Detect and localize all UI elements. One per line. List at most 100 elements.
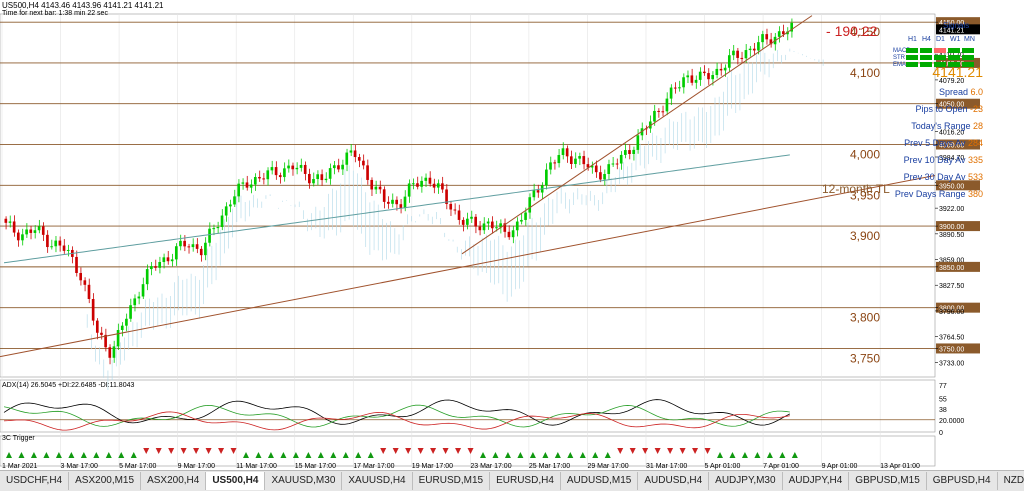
- chart-tab[interactable]: ASX200,H4: [141, 472, 207, 490]
- chart-tab[interactable]: NZDUSD,M15: [998, 472, 1024, 490]
- chart-tab[interactable]: AUDUSD,M15: [561, 472, 639, 490]
- chart-tab[interactable]: GBPUSD,M15: [849, 472, 927, 490]
- candle-body: [382, 189, 386, 202]
- signal-cell: [920, 55, 932, 60]
- candle-body: [237, 183, 240, 197]
- chart-tab[interactable]: AUDJPY,M30: [709, 472, 783, 490]
- candle-body: [782, 31, 785, 35]
- x-tick-label: 9 Apr 01:00: [822, 463, 858, 470]
- adx-line: [3, 399, 791, 426]
- trigger-arrow: [579, 452, 586, 458]
- candle-body: [615, 163, 619, 165]
- chart-tab[interactable]: ASX200,M15: [69, 472, 142, 490]
- candle-body: [391, 199, 394, 204]
- chart-tab[interactable]: EURUSD,H4: [490, 472, 561, 490]
- trigger-arrow: [529, 452, 536, 458]
- candle-body: [628, 150, 631, 155]
- candle-body: [166, 257, 170, 262]
- trigger-arrow: [43, 452, 50, 458]
- y-tick-label: 3750.00: [939, 346, 964, 353]
- signal-timeframe-label: D1: [936, 36, 945, 43]
- candle-body: [470, 216, 473, 219]
- candle-body: [445, 189, 448, 204]
- candle-body: [761, 34, 764, 43]
- chart-tab[interactable]: AUDUSD,H4: [638, 472, 710, 490]
- signal-cell: [906, 48, 918, 53]
- trigger-arrow: [480, 452, 486, 458]
- x-tick-label: 11 Mar 17:00: [236, 463, 277, 470]
- info-line: Prev 5 Days Av 284: [904, 138, 983, 148]
- trigger-arrow: [629, 448, 636, 454]
- trigger-arrow: [692, 448, 699, 454]
- trigger-arrow: [654, 448, 661, 454]
- candle-body: [312, 179, 315, 184]
- chart-tab[interactable]: USDCHF,H4: [0, 472, 70, 490]
- trigger-arrow: [317, 452, 324, 458]
- candle-body: [740, 57, 744, 59]
- trigger-arrow: [93, 452, 100, 458]
- candle-body: [403, 196, 407, 209]
- trigger-arrow: [255, 452, 262, 458]
- candle-body: [673, 87, 677, 89]
- candle-body: [303, 164, 307, 174]
- trigger-arrow: [30, 452, 37, 458]
- candle-body: [262, 178, 265, 180]
- current-price-tag-label: 4141.21: [939, 27, 964, 34]
- candle-body: [594, 165, 598, 173]
- candle-body: [528, 197, 532, 213]
- signal-cell: [962, 62, 974, 67]
- trigger-arrow: [55, 452, 62, 458]
- candle-body: [75, 256, 78, 273]
- signal-cell: [934, 48, 946, 53]
- candle-body: [727, 55, 731, 68]
- candle-body: [736, 50, 739, 58]
- signal-timeframe-label: MN: [964, 36, 975, 43]
- signal-timeframe-label: H1: [908, 36, 917, 43]
- candle-body: [698, 71, 702, 80]
- candle-body: [524, 212, 527, 220]
- candle-body: [33, 230, 37, 233]
- x-tick-label: 7 Apr 01:00: [763, 463, 799, 470]
- candle-body: [137, 296, 141, 299]
- x-tick-label: 29 Mar 17:00: [587, 463, 628, 470]
- candle-body: [703, 71, 706, 74]
- level-tag: [936, 98, 980, 109]
- trigger-arrow: [467, 448, 474, 454]
- chart-tab[interactable]: XAUUSD,H4: [342, 472, 413, 490]
- candle-body: [482, 223, 486, 231]
- adx-tick-label: 0: [939, 430, 943, 437]
- chart-tab[interactable]: GBPUSD,H4: [927, 472, 998, 490]
- candle-body: [191, 244, 195, 248]
- chart-tab[interactable]: EURUSD,M15: [413, 472, 491, 490]
- trigger-arrow: [18, 452, 25, 458]
- y-tick-label: 3922.00: [939, 206, 964, 213]
- trigger-arrow: [679, 448, 686, 454]
- trigger-arrow: [542, 452, 549, 458]
- candle-body: [125, 318, 128, 326]
- current-price-tag: [936, 24, 980, 35]
- chart-canvas[interactable]: 4,150 4,100 4,000 3,950 3,900 3,800 3,750 4150…: [0, 0, 1024, 470]
- y-tick-label: 3950.00: [939, 183, 964, 190]
- adx-indicator-plot: [0, 399, 935, 431]
- trigger-arrow: [704, 448, 711, 454]
- ichimoku-cloud: [86, 46, 824, 390]
- chart-tab[interactable]: XAUUSD,M30: [265, 472, 343, 490]
- candle-body: [719, 68, 723, 71]
- candle-body: [461, 219, 465, 225]
- price-level-label: 4,000: [850, 148, 880, 162]
- level-tag: [936, 180, 980, 191]
- candle-body: [545, 169, 548, 186]
- chart-tabs-bar: USDCHF,H4 ASX200,M15 ASX200,H4 US500,H4 XAUU…: [0, 470, 1024, 491]
- candle-body: [694, 79, 698, 83]
- chart-tab[interactable]: US500,H4: [206, 472, 266, 490]
- candle-body: [399, 204, 403, 209]
- candle-body: [83, 280, 87, 285]
- candle-body: [707, 73, 710, 80]
- candle-body: [341, 164, 344, 170]
- candle-body: [490, 221, 494, 229]
- trigger-arrow: [779, 452, 786, 458]
- trigger-arrow: [68, 452, 75, 458]
- trigger-arrow: [604, 452, 611, 458]
- adx-tick-label: 38: [939, 407, 947, 414]
- chart-tab[interactable]: AUDJPY,H4: [783, 472, 850, 490]
